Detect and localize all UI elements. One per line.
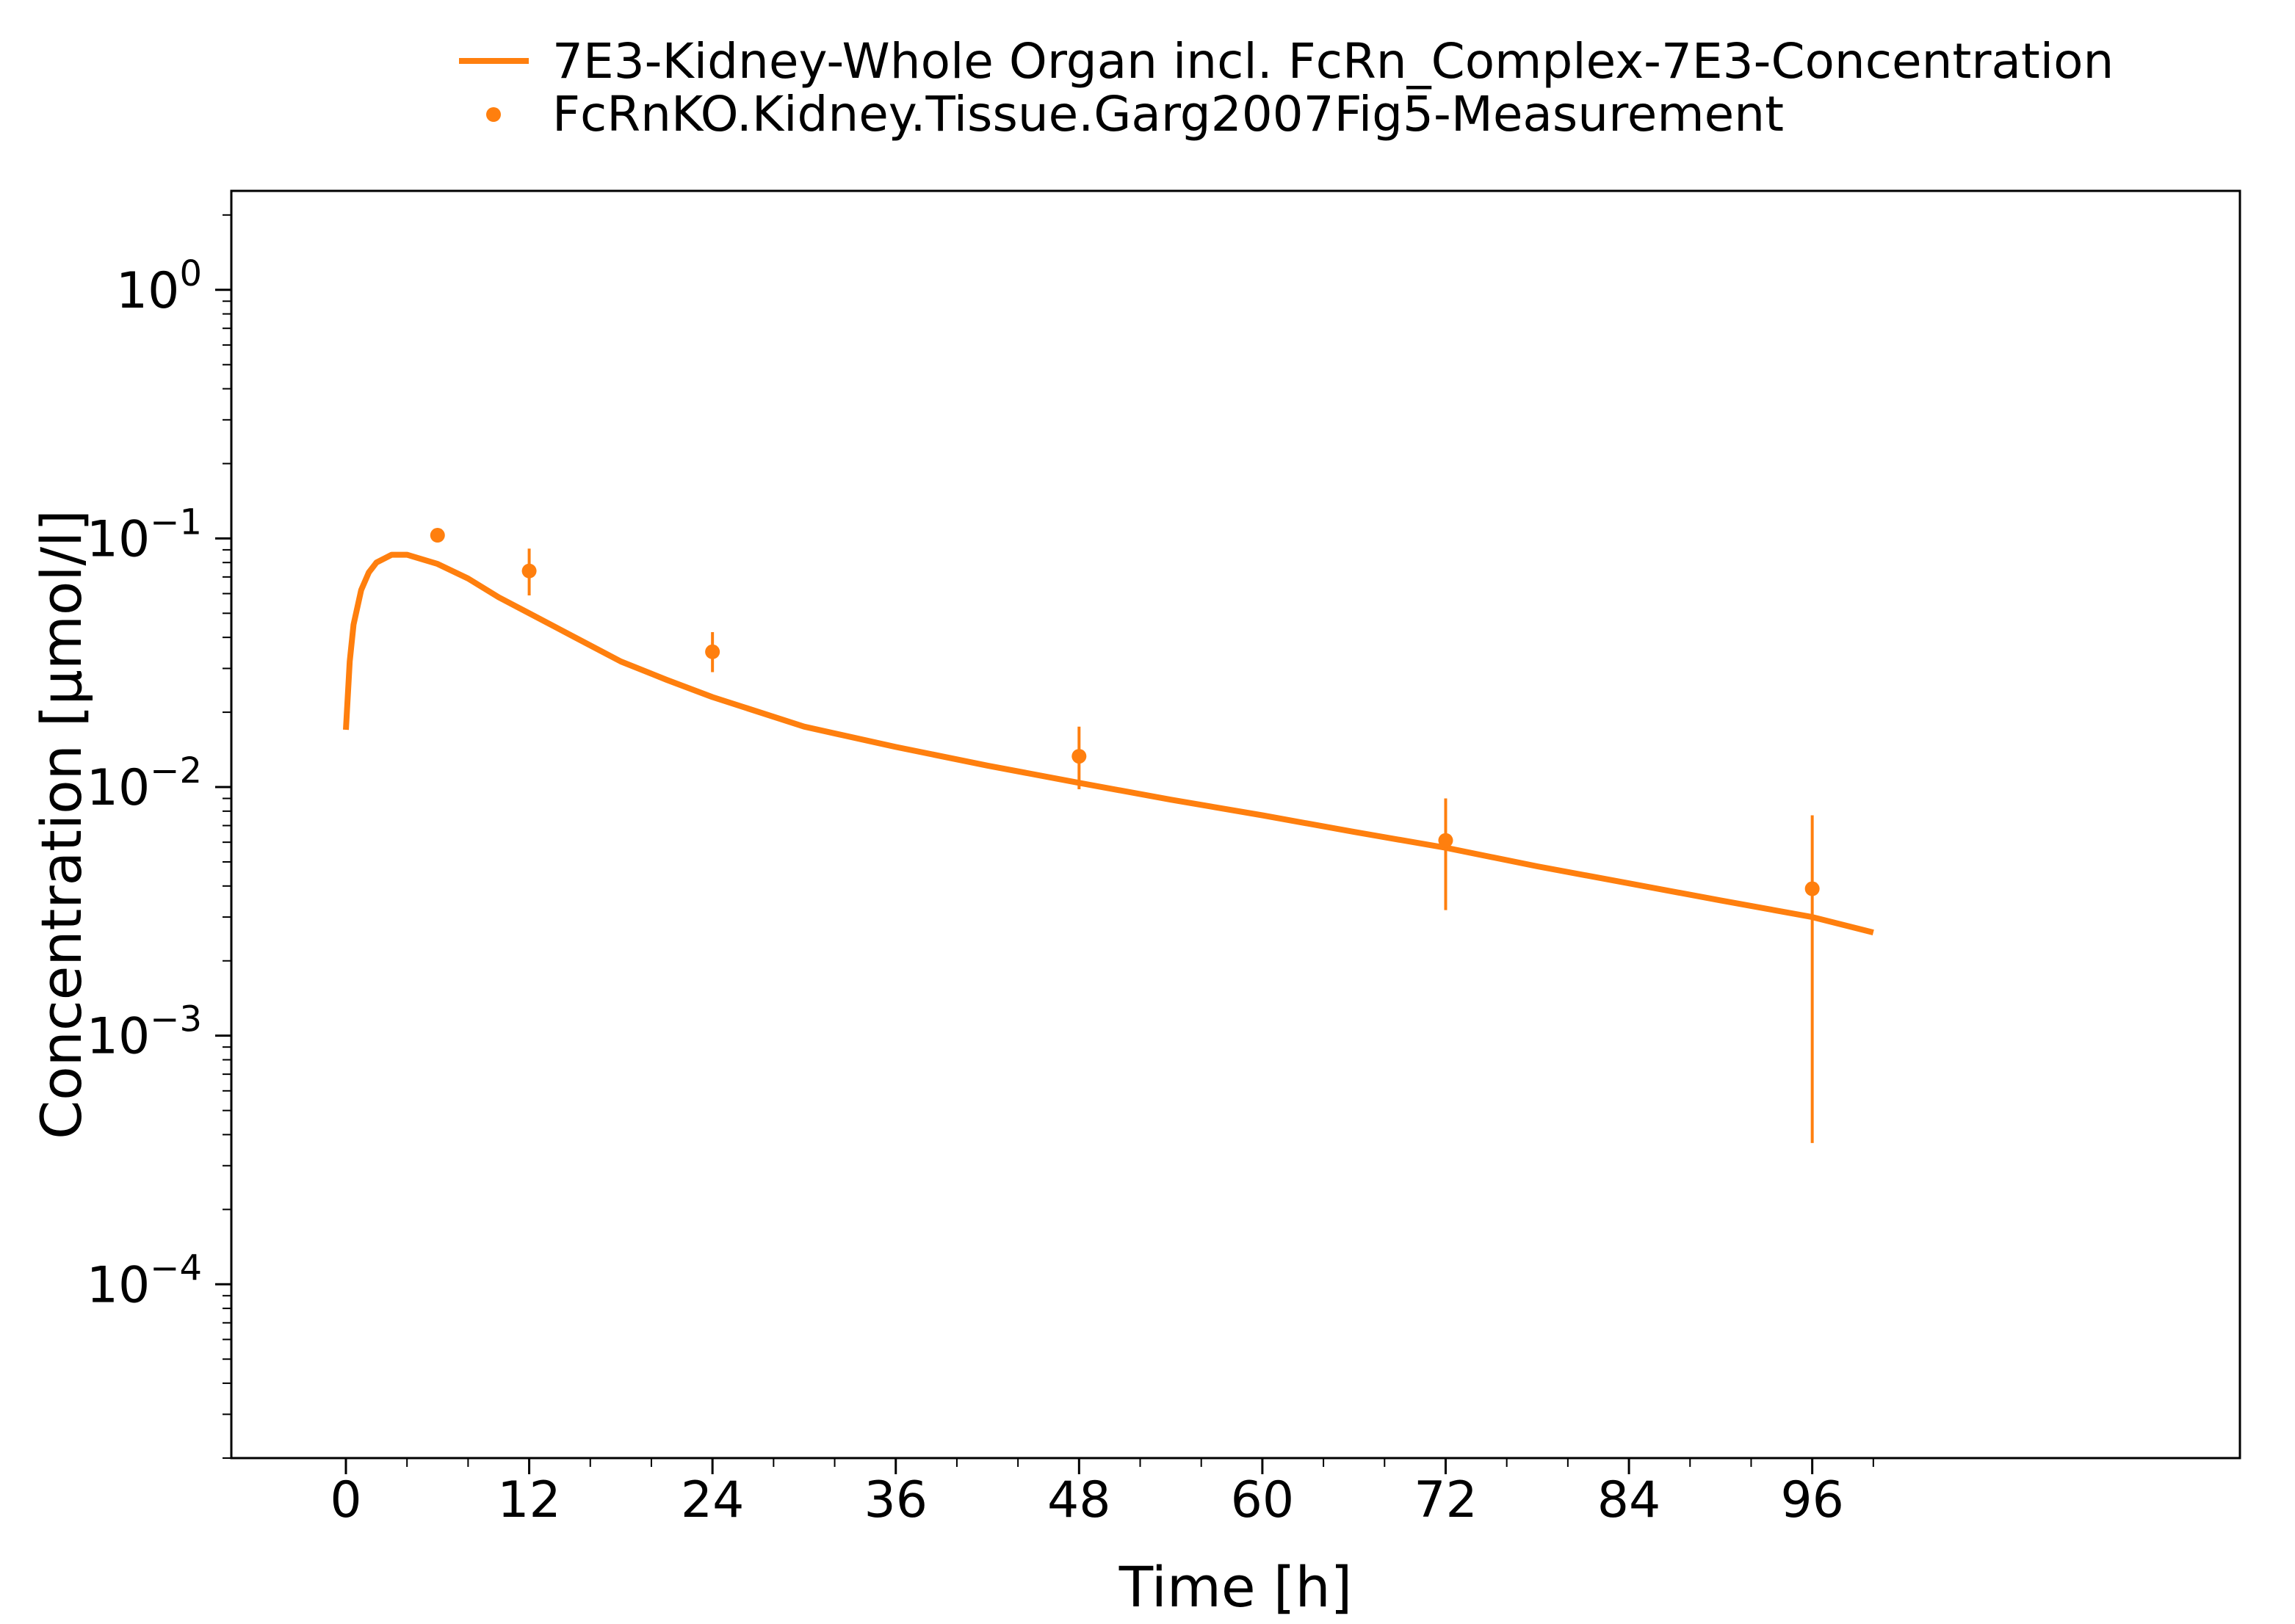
x-tick-label: 12	[497, 1471, 561, 1529]
legend: 7E3-Kidney-Whole Organ incl. FcRn_Comple…	[459, 33, 2114, 142]
data-point	[430, 528, 445, 543]
data-point	[1804, 881, 1820, 896]
y-tick-label: 10−1	[87, 501, 202, 568]
x-axis-label: Time [h]	[1118, 1554, 1353, 1620]
plot-frame	[230, 189, 2241, 1460]
series-line	[343, 551, 1874, 935]
x-axis: 0 12 24 36 48 60 72 84 96	[330, 1458, 1874, 1529]
y-tick-label: 10−4	[87, 1247, 202, 1314]
x-tick-label: 36	[864, 1471, 928, 1529]
legend-marker-swatch	[486, 107, 501, 122]
x-tick-label: 72	[1414, 1471, 1478, 1529]
y-axis-label: Concentration [µmol/l]	[29, 510, 94, 1139]
x-tick-label: 0	[330, 1471, 361, 1529]
data-point	[1438, 833, 1453, 848]
x-tick-label: 84	[1597, 1471, 1661, 1529]
y-tick-label: 100	[116, 253, 202, 320]
x-tick-label: 60	[1231, 1471, 1295, 1529]
x-tick-label: 48	[1047, 1471, 1111, 1529]
legend-label: FcRnKO.Kidney.Tissue.Garg2007Fig5-Measur…	[552, 86, 1784, 142]
data-point	[1071, 749, 1087, 764]
series-layer	[343, 528, 1874, 1143]
data-point	[521, 563, 537, 579]
y-tick-label: 10−2	[87, 750, 202, 817]
y-axis: 10−4 10−3 10−2 10−1 100	[87, 214, 231, 1459]
x-tick-label: 24	[681, 1471, 745, 1529]
y-tick-label: 10−3	[87, 999, 202, 1066]
x-tick-label: 96	[1780, 1471, 1844, 1529]
data-point	[705, 644, 720, 659]
legend-label: 7E3-Kidney-Whole Organ incl. FcRn_Comple…	[552, 33, 2114, 90]
